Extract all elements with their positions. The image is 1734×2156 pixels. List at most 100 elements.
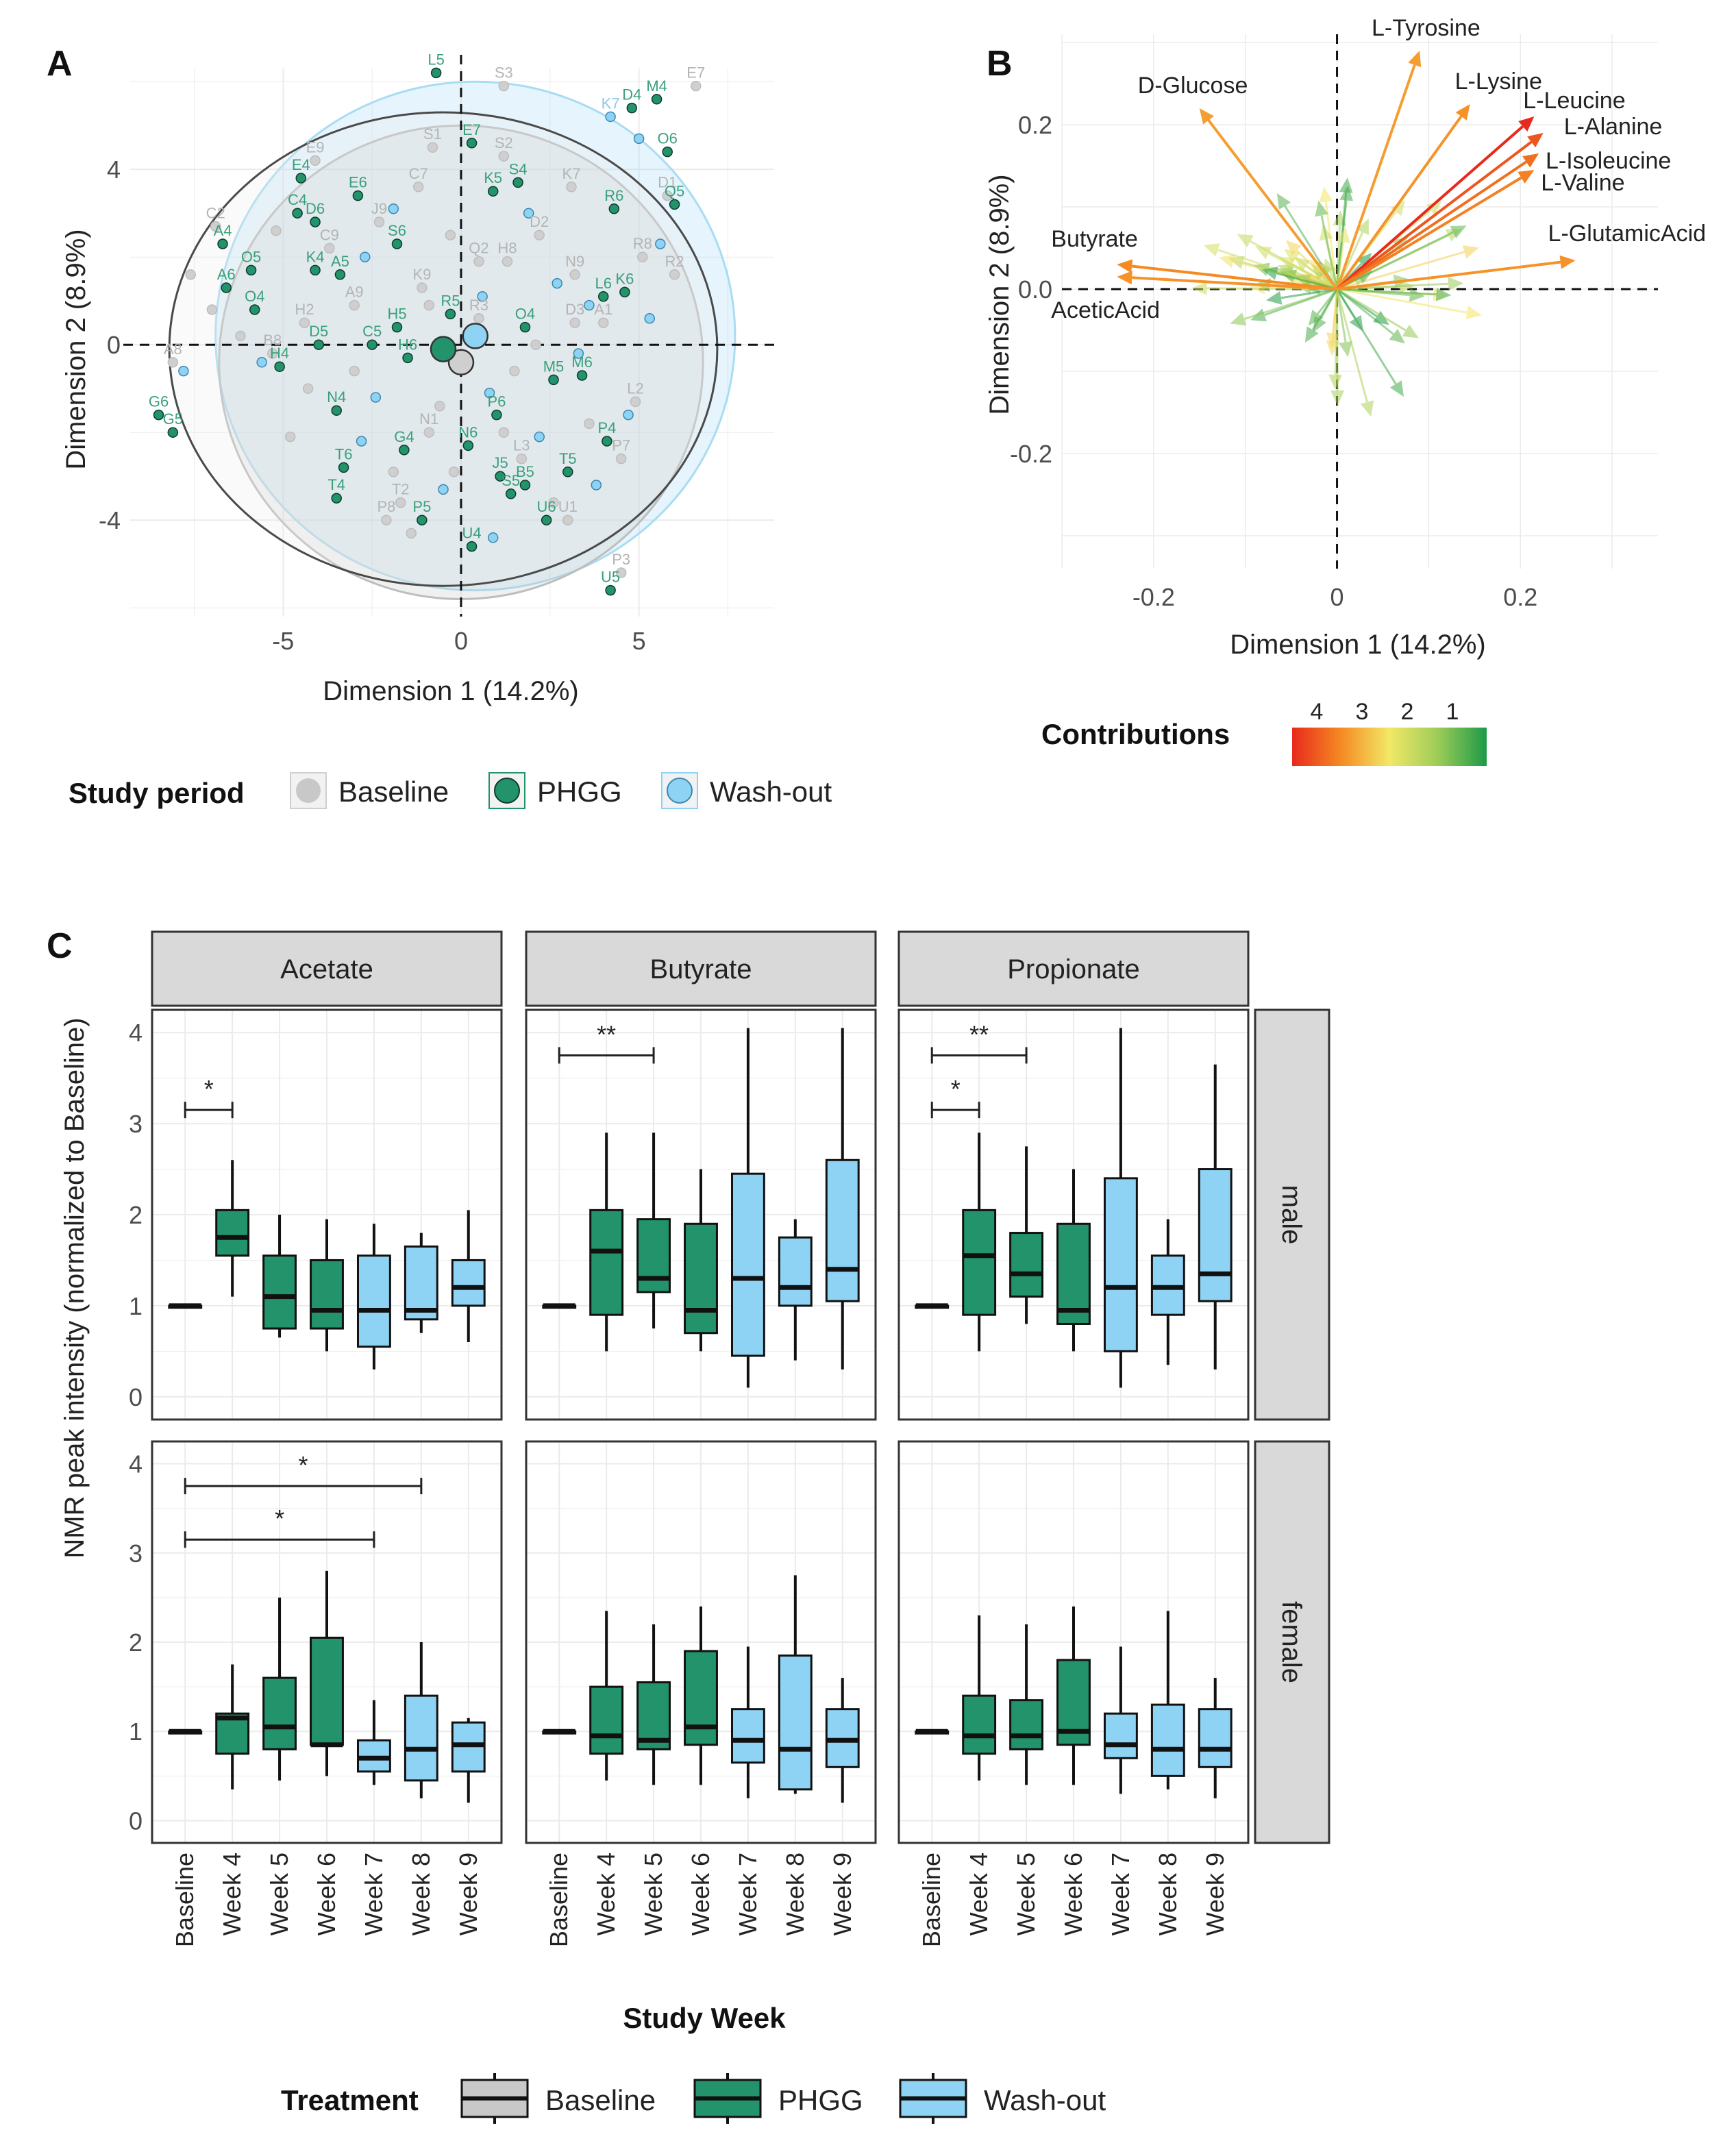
study-period-legend: Study period Baseline PHGG Wash-out [69, 772, 832, 809]
background-arrow-head [1356, 253, 1372, 269]
box-phgg [684, 1606, 718, 1785]
background-arrow-head [1319, 186, 1333, 203]
pca-point-label: T4 [327, 476, 345, 493]
pca-point-phgg [519, 480, 531, 491]
pca-point-washout [534, 431, 545, 443]
pca-point-baseline [473, 256, 484, 267]
significance-label: ** [969, 1020, 989, 1048]
variable-arrow-shaft [1335, 64, 1416, 290]
box-baseline [168, 1303, 203, 1309]
boxplot-y-tick-label: 4 [129, 1450, 143, 1478]
box-washout [404, 1232, 438, 1333]
facet-panel-acetate-female: * * 0 1 2 3 4 Baseline Week 4 Week 5 Week 6 Week 7 W… [129, 1440, 503, 1947]
background-arrow-head [1285, 240, 1302, 256]
legend-dot-phgg [494, 778, 520, 804]
pca-point-label: D2 [530, 213, 549, 230]
box-baseline [168, 1728, 203, 1735]
pca-point-washout [360, 251, 371, 262]
background-arrow [1313, 288, 1338, 333]
pca-point-phgg [367, 339, 377, 350]
pca-point-label: J9 [371, 200, 387, 217]
pca-point-label: U1 [558, 498, 578, 515]
background-arrow-head [1294, 257, 1311, 272]
pca-point-phgg [602, 436, 612, 447]
box-body [215, 1209, 250, 1257]
background-arrow-head [1339, 340, 1352, 358]
box-phgg [1009, 1146, 1044, 1324]
box-phgg [636, 1624, 671, 1785]
boxplot-x-tick-label: Week 9 [828, 1853, 856, 1935]
background-arrow [1294, 257, 1338, 290]
pca-point-phgg [605, 584, 616, 596]
treatment-legend-key-phgg [693, 2073, 762, 2124]
pca-point-label: R6 [604, 187, 623, 204]
boxplot-x-tick-label: Week 6 [686, 1853, 715, 1935]
background-arrow-head [1360, 400, 1374, 417]
pca-point-baseline [284, 431, 296, 443]
boxplot-x-tick-label: Week 4 [218, 1853, 246, 1935]
pca-point-label: M6 [571, 354, 593, 371]
pca-point-baseline [566, 182, 577, 193]
variable-arrow [1117, 271, 1337, 290]
background-arrow-head [1315, 200, 1328, 217]
contributions-colorbar-ticks: 4 3 2 1 [1311, 699, 1459, 725]
pca-point-label: Q2 [469, 240, 488, 257]
background-arrow-head [1310, 259, 1326, 275]
pca-point-baseline [423, 299, 434, 311]
pca-point-baseline [615, 453, 627, 464]
variable-arrow-head [1199, 108, 1215, 125]
legend-dot-baseline [296, 778, 321, 803]
pca-point-label: E7 [462, 121, 481, 138]
boxplot-x-tick-label: Week 7 [360, 1853, 388, 1935]
pca-point-baseline [412, 182, 424, 193]
pca-point-washout [438, 484, 449, 495]
pca-point-label: E4 [292, 156, 310, 173]
pca-point-label: E6 [349, 174, 367, 191]
variable-arrow-head [1522, 153, 1539, 168]
pca-x-tick-label: 5 [632, 627, 646, 655]
box-body [310, 1636, 344, 1746]
facet-panel-propionate-female: Baseline Week 4 Week 5 Week 6 Week 7 Week 8 We… [897, 1440, 1250, 1947]
treatment-legend-label-baseline: Baseline [545, 2084, 656, 2116]
pca-axis-ticks: -5 0 5 -4 0 4 [99, 156, 646, 655]
box-body [1198, 1708, 1233, 1768]
background-arrow [1255, 246, 1338, 290]
legend-label-baseline: Baseline [338, 776, 449, 808]
contributions-tick-label: 3 [1356, 699, 1369, 725]
pca-point-label: H4 [270, 345, 289, 362]
boxplot-x-axis-title: Study Week [623, 2002, 786, 2034]
variable-arrow-shaft [1336, 160, 1527, 290]
boxplot-x-tick-label: Week 4 [592, 1853, 620, 1935]
pca-point-baseline [615, 567, 627, 578]
facet-row-label: male [1276, 1185, 1306, 1245]
boxplot-y-tick-label: 1 [129, 1718, 143, 1746]
pca-point-label: R3 [469, 297, 488, 314]
pca-point-label: D3 [565, 301, 584, 318]
facet-panel-border [897, 1008, 1250, 1421]
pca-y-tick-label: -4 [99, 506, 121, 534]
variable-arrow-shaft [1336, 176, 1522, 290]
pca-centroids [430, 323, 489, 376]
pca-x-tick-label: -5 [272, 627, 294, 655]
facet-panel-propionate-male: *** [897, 1008, 1250, 1421]
box-body [404, 1694, 438, 1782]
box-body [404, 1246, 438, 1321]
background-arrow-shaft [1324, 201, 1339, 290]
background-arrow-head [1450, 225, 1467, 238]
pca-point-label: R8 [633, 235, 652, 252]
pca-point-label: D4 [622, 86, 641, 103]
pca-point-label: O4 [515, 306, 535, 323]
pca-point-label: A5 [331, 253, 349, 270]
background-arrow-head [1337, 227, 1350, 243]
box-baseline [542, 1303, 577, 1309]
pca-point-baseline [235, 330, 246, 342]
background-arrow-shaft [1336, 288, 1368, 403]
background-arrow-shaft [1337, 288, 1467, 314]
box-washout [1150, 1219, 1185, 1365]
variable-arrow [1336, 153, 1539, 290]
pca-point-label: Q5 [665, 182, 684, 199]
pca-point-label: C9 [320, 226, 339, 243]
pca-point-phgg [274, 361, 285, 372]
pca-point-washout [552, 277, 562, 289]
